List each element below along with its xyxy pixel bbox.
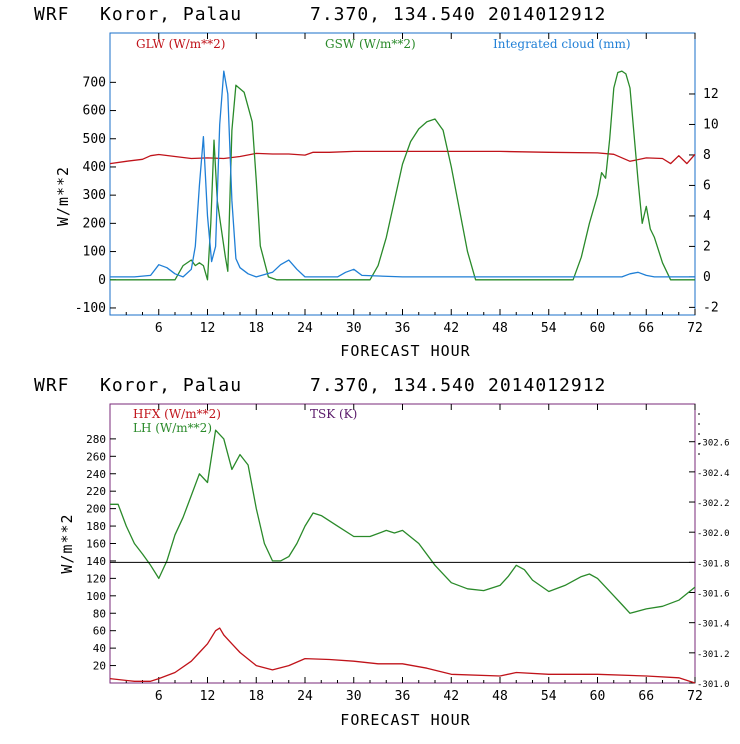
y-tick-label: 500 <box>83 132 106 147</box>
y-tick-label: 300 <box>83 188 106 203</box>
y-tick-label: 120 <box>86 572 106 585</box>
legend-entry-1: HFX (W/m**2) <box>133 407 221 421</box>
x-axis-title: FORECAST HOUR <box>340 711 470 729</box>
x-tick-label: 36 <box>395 689 411 704</box>
x-tick-label: 24 <box>297 321 313 336</box>
header-model: WRF <box>34 375 70 396</box>
x-tick-label: 42 <box>443 689 459 704</box>
y2-tick-label: -302.4 <box>697 469 730 479</box>
y2-tick-label: -302.6 <box>697 439 730 449</box>
y-axis-title: W/m**2 <box>58 513 76 573</box>
x-tick-label: 66 <box>638 321 654 336</box>
x-tick-label: 54 <box>541 321 557 336</box>
y2-tick-label: -301.6 <box>697 590 730 600</box>
legend-entry-2: LH (W/m**2) <box>133 421 212 435</box>
x-tick-label: 60 <box>590 689 606 704</box>
x-tick-label: 48 <box>492 689 508 704</box>
series-line-1 <box>109 627 696 684</box>
y-tick-label: 60 <box>93 625 106 638</box>
y-tick-label: 80 <box>93 607 106 620</box>
y-tick-label: 180 <box>86 520 106 533</box>
header-model: WRF <box>34 4 70 25</box>
y2-tick-label: -302.0 <box>697 529 730 539</box>
x-tick-label: 48 <box>492 321 508 336</box>
y-tick-label: -100 <box>75 301 106 316</box>
y2-tick-label: 6 <box>703 178 711 193</box>
y-tick-label: 20 <box>93 660 106 673</box>
y-tick-label: 260 <box>86 450 106 463</box>
y2-tick-label: 4 <box>703 209 711 224</box>
x-axis-title: FORECAST HOUR <box>340 342 470 360</box>
y-tick-label: 280 <box>86 433 106 446</box>
x-tick-label: 12 <box>200 321 216 336</box>
y2-tick-label: -301.4 <box>697 620 730 630</box>
x-tick-label: 72 <box>687 689 703 704</box>
series-line-3 <box>110 70 695 278</box>
x-tick-label: 36 <box>395 321 411 336</box>
x-tick-label: 6 <box>155 689 163 704</box>
y-tick-label: 40 <box>93 642 106 655</box>
plot-frame <box>109 32 696 316</box>
y-tick-label: 600 <box>83 104 106 119</box>
y2-tick-label: 2 <box>703 239 711 254</box>
y-tick-label: 200 <box>86 503 106 516</box>
header-init-time: 2014012912 <box>488 4 606 25</box>
y2-tick-label: 10 <box>703 117 719 132</box>
x-tick-label: 30 <box>346 689 362 704</box>
header-coordinates: 7.370, 134.540 <box>310 4 476 25</box>
series-line-2 <box>110 70 695 281</box>
header-location: Koror, Palau <box>100 4 242 25</box>
y2-tick-label: -302.2 <box>697 499 730 509</box>
y2-tick-label: 12 <box>703 87 719 102</box>
y2-tick-label: 8 <box>703 148 711 163</box>
y-tick-label: 140 <box>86 555 106 568</box>
x-tick-label: 60 <box>590 321 606 336</box>
x-tick-label: 30 <box>346 321 362 336</box>
y2-tick-label: -2 <box>703 300 719 315</box>
series-line-2 <box>110 429 696 614</box>
header-init-time: 2014012912 <box>488 375 606 396</box>
legend-entry-3: TSK (K) <box>310 407 357 421</box>
x-tick-label: 12 <box>200 689 216 704</box>
x-tick-label: 18 <box>248 321 264 336</box>
y-tick-label: 200 <box>83 216 106 231</box>
legend-entry-1: GLW (W/m**2) <box>136 37 225 51</box>
legend-entry-3: Integrated cloud (mm) <box>493 37 631 51</box>
x-tick-label: 66 <box>638 689 654 704</box>
y2-tick-label: -301.0 <box>697 680 730 690</box>
x-tick-label: 72 <box>687 321 703 336</box>
x-tick-label: 18 <box>248 689 264 704</box>
x-tick-label: 54 <box>541 689 557 704</box>
y2-tick-label: -301.8 <box>697 559 730 569</box>
chart-panel-1: WRF Koror, Palau 7.370, 134.540 2014012912 6… <box>34 4 719 360</box>
header-location: Koror, Palau <box>100 375 242 396</box>
legend-entry-2: GSW (W/m**2) <box>325 37 416 51</box>
x-tick-label: 24 <box>297 689 313 704</box>
y-tick-label: 0 <box>98 273 106 288</box>
y-tick-label: 700 <box>83 75 106 90</box>
y-tick-label: 240 <box>86 468 106 481</box>
y2-tick-label: 0 <box>703 270 711 285</box>
series-line-1 <box>109 150 696 165</box>
y-tick-label: 400 <box>83 160 106 175</box>
x-tick-label: 6 <box>155 321 163 336</box>
x-tick-label: 42 <box>443 321 459 336</box>
y-tick-label: 220 <box>86 485 106 498</box>
chart-panel-2: WRF Koror, Palau 7.370, 134.540 2014012912 6… <box>34 375 730 729</box>
y-tick-label: 100 <box>83 245 106 260</box>
y-axis-title: W/m**2 <box>54 166 72 226</box>
y2-tick-label: -301.2 <box>697 650 730 660</box>
plot-frame <box>109 403 696 684</box>
y-tick-label: 100 <box>86 590 106 603</box>
y-tick-label: 160 <box>86 538 106 551</box>
header-coordinates: 7.370, 134.540 <box>310 375 476 396</box>
